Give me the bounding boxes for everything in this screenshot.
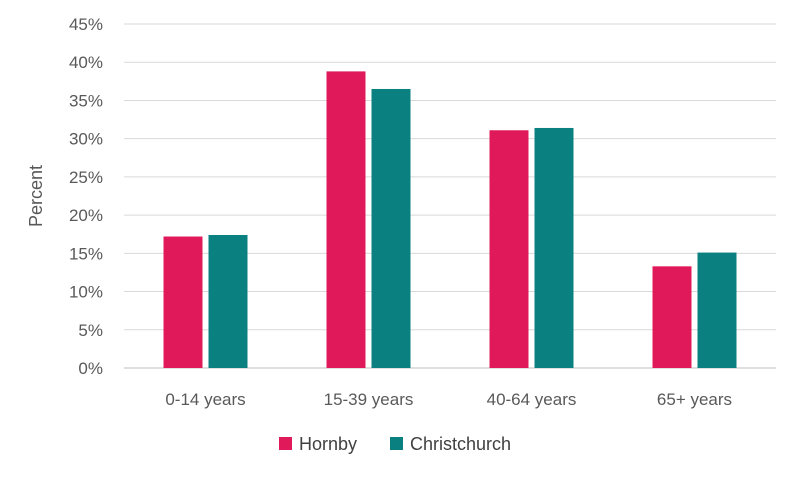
legend: Hornby Christchurch bbox=[279, 434, 511, 454]
x-tick-label: 40-64 years bbox=[487, 390, 577, 409]
y-tick-label: 0% bbox=[78, 359, 103, 378]
x-axis-tick-labels: 0-14 years 15-39 years 40-64 years 65+ year… bbox=[165, 390, 732, 409]
y-tick-label: 10% bbox=[69, 283, 103, 302]
y-axis-title: Percent bbox=[26, 165, 46, 227]
bar-christchurch-1 bbox=[208, 234, 248, 368]
x-tick-label: 65+ years bbox=[657, 390, 732, 409]
y-axis-tick-labels: 0% 5% 10% 15% 20% 25% 30% 35% 40% 45% bbox=[69, 15, 103, 378]
bar-christchurch-4 bbox=[697, 252, 737, 368]
bar-hornby-1 bbox=[163, 236, 203, 368]
legend-swatch-christchurch bbox=[390, 437, 403, 450]
legend-swatch-hornby bbox=[279, 437, 292, 450]
bar-hornby-2 bbox=[326, 71, 366, 368]
legend-label-christchurch: Christchurch bbox=[410, 434, 511, 454]
legend-label-hornby: Hornby bbox=[299, 434, 357, 454]
bar-christchurch-2 bbox=[371, 88, 411, 368]
bars bbox=[163, 71, 737, 368]
y-tick-label: 20% bbox=[69, 206, 103, 225]
bar-christchurch-3 bbox=[534, 127, 574, 368]
x-tick-label: 15-39 years bbox=[324, 390, 414, 409]
y-tick-label: 15% bbox=[69, 244, 103, 263]
y-tick-label: 25% bbox=[69, 168, 103, 187]
y-tick-label: 30% bbox=[69, 130, 103, 149]
y-tick-label: 40% bbox=[69, 53, 103, 72]
bar-hornby-3 bbox=[489, 130, 529, 368]
y-tick-label: 35% bbox=[69, 91, 103, 110]
y-tick-label: 45% bbox=[69, 15, 103, 34]
y-tick-label: 5% bbox=[78, 321, 103, 340]
x-tick-label: 0-14 years bbox=[165, 390, 245, 409]
bar-hornby-4 bbox=[652, 266, 692, 368]
